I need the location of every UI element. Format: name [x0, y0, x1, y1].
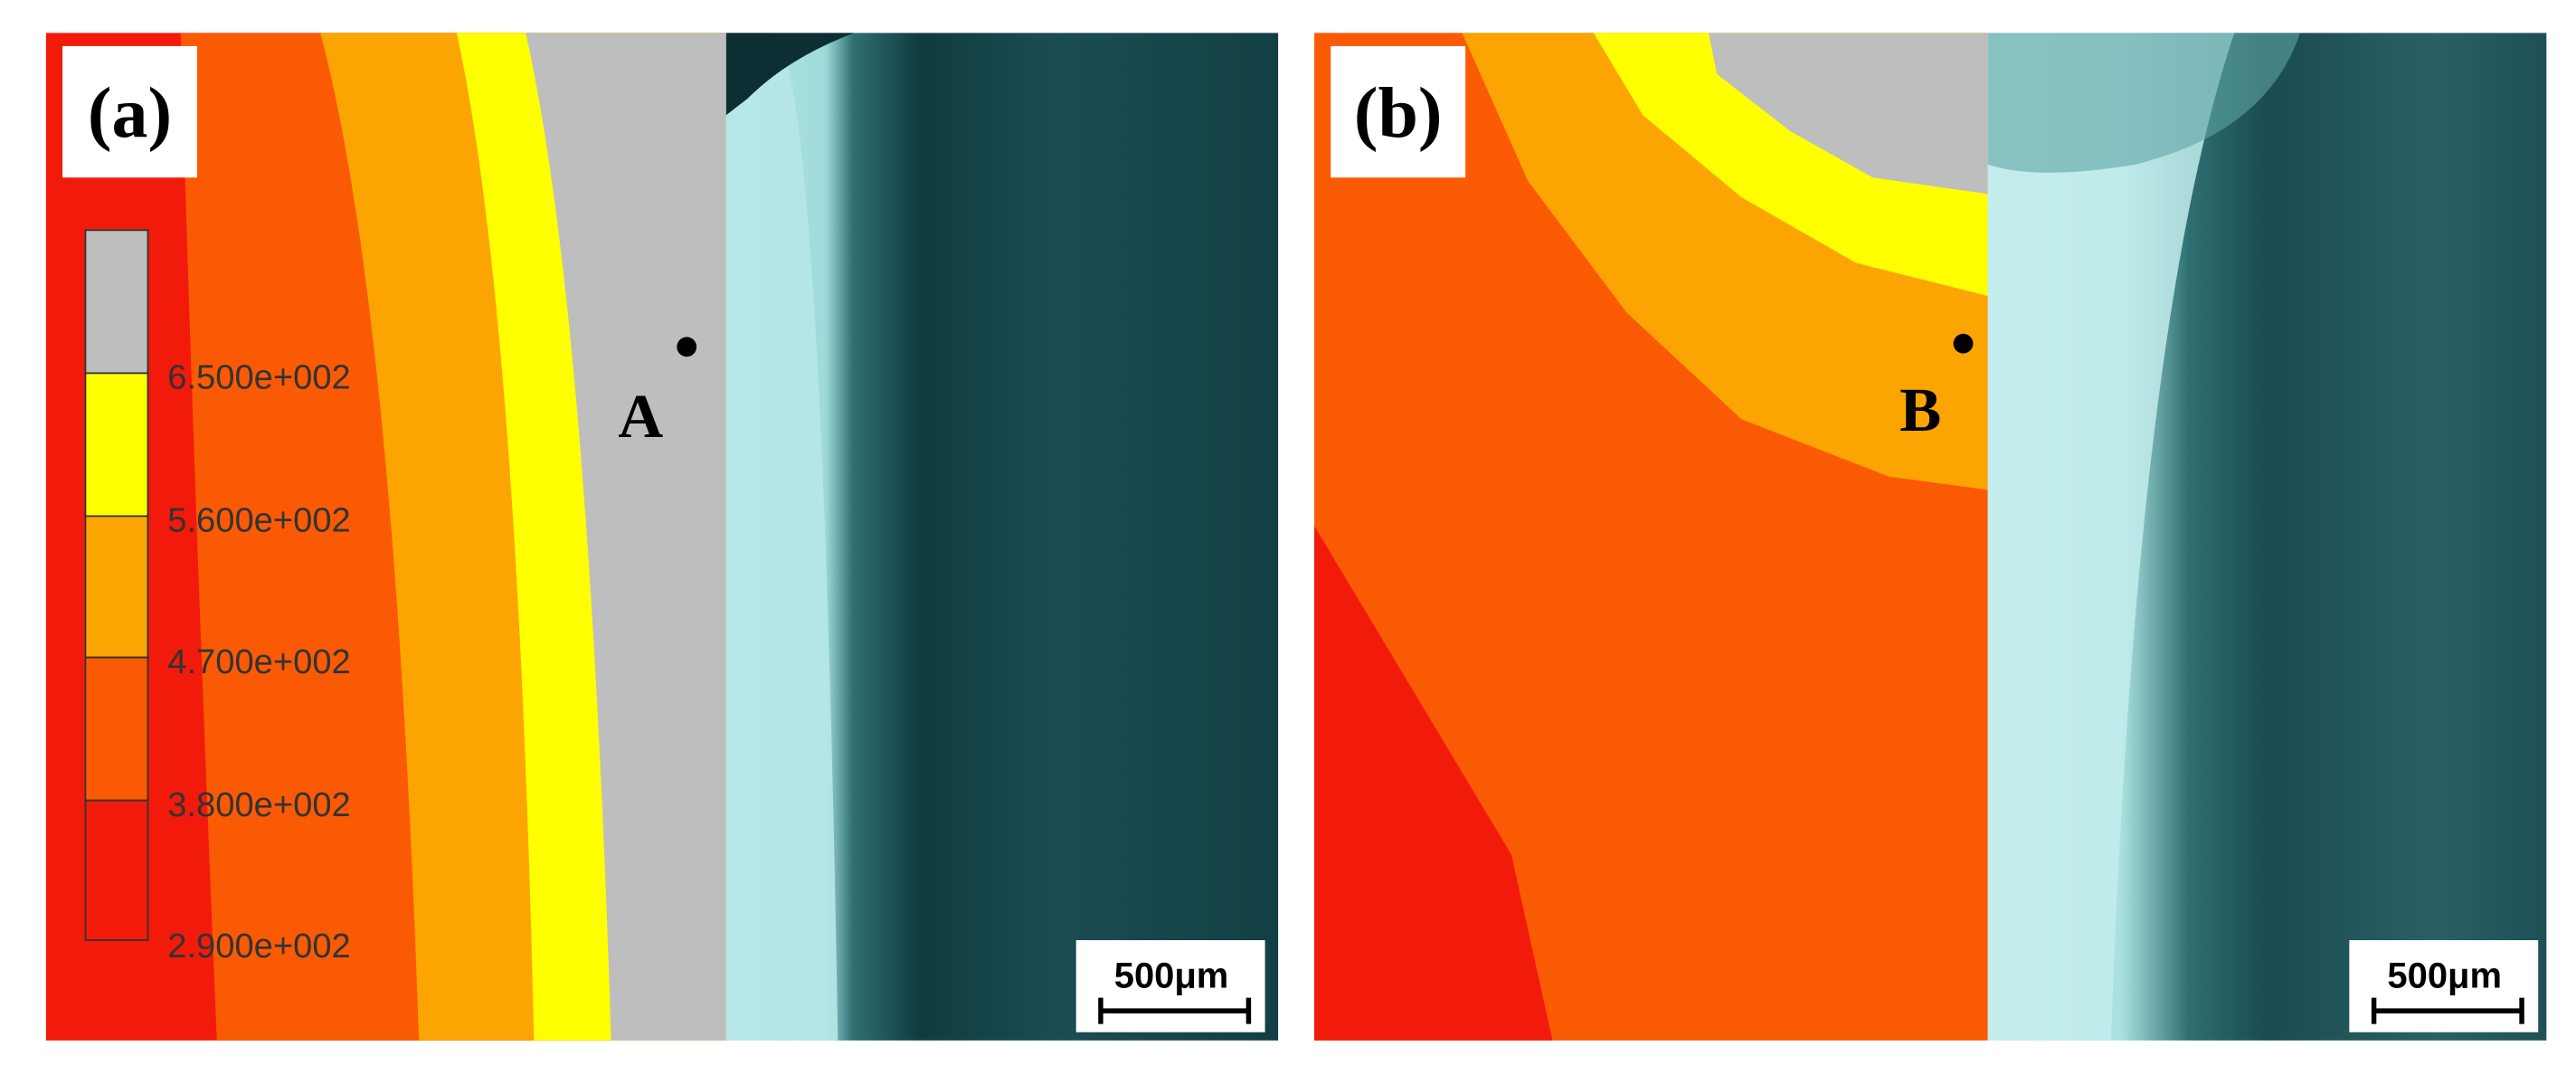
point-marker: [1953, 333, 1974, 354]
legend: 6.500e+002 5.600e+002 4.700e+002 3.800e+…: [84, 229, 351, 966]
legend-label: 2.900e+002: [167, 927, 350, 966]
legend-swatch: [84, 515, 149, 659]
micrograph-top: [1987, 33, 2300, 173]
legend-label: 6.500e+002: [167, 358, 350, 397]
scale-bar-box: [1075, 940, 1265, 1032]
point-marker: [677, 337, 697, 357]
micrograph-light-band: [725, 33, 838, 1041]
legend-swatch: [84, 656, 149, 802]
legend-label: 4.700e+002: [167, 642, 350, 681]
label-box: [62, 45, 197, 178]
panel-a: (a) 6.500e+002 5.600e+002 4.700e+002 3.8…: [45, 33, 1279, 1041]
panel-label: (b): [1354, 73, 1443, 153]
contour-gray: [526, 33, 726, 1041]
point-label: A: [618, 381, 663, 451]
label-box: [1331, 45, 1466, 178]
micrograph-corner: [725, 33, 855, 116]
legend-label: 3.800e+002: [167, 785, 350, 824]
contour-red: [1314, 526, 1553, 1041]
legend-swatch: [84, 372, 149, 518]
legend-swatch: [84, 229, 149, 375]
panel-label: (a): [88, 73, 172, 153]
scale-bar-label: 500μm: [1114, 956, 1229, 996]
scale-bar-box: [2349, 940, 2539, 1032]
panel-b: (b) B 500μm: [1314, 33, 2547, 1041]
scale-bar: [1098, 997, 1252, 1024]
legend-label: 5.600e+002: [167, 501, 350, 540]
micrograph-light-band: [1987, 33, 2235, 1041]
contour-gray: [1708, 33, 1988, 195]
legend-swatch: [84, 799, 149, 941]
point-label: B: [1899, 375, 1941, 444]
scale-bar: [2371, 997, 2524, 1024]
scale-bar-label: 500μm: [2387, 956, 2502, 996]
